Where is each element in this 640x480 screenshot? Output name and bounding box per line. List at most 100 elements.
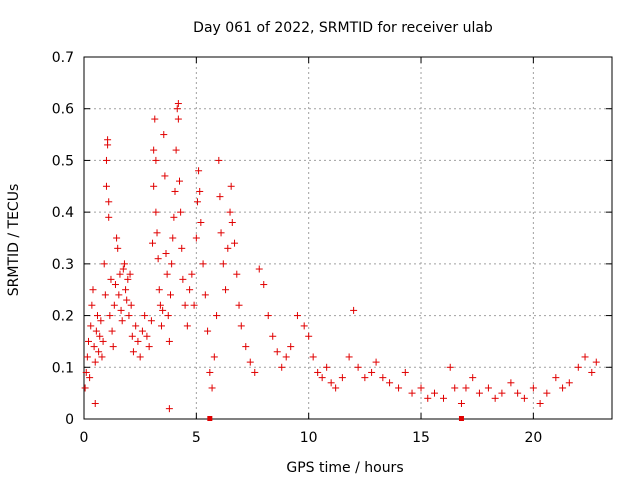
data-point <box>314 368 322 376</box>
data-point <box>169 234 177 242</box>
data-point <box>151 115 159 123</box>
data-point <box>475 389 483 397</box>
data-point <box>424 394 432 402</box>
data-point <box>484 384 492 392</box>
data-point <box>124 275 132 283</box>
data-point <box>156 301 164 309</box>
data-point <box>153 229 161 237</box>
data-point <box>559 384 567 392</box>
data-point <box>201 291 209 299</box>
data-point <box>119 265 127 273</box>
data-point <box>260 281 268 289</box>
data-point <box>264 312 272 320</box>
data-point <box>175 177 183 185</box>
data-point <box>192 234 200 242</box>
x-tick-label: 15 <box>412 430 430 446</box>
data-point <box>197 218 205 226</box>
data-point <box>106 312 114 320</box>
data-point <box>183 322 191 330</box>
data-point <box>173 105 181 113</box>
data-point <box>235 301 243 309</box>
x-axis-label: GPS time / hours <box>286 460 403 476</box>
data-point <box>507 379 515 387</box>
data-point <box>574 363 582 371</box>
data-point <box>96 332 104 340</box>
data-point <box>536 399 544 407</box>
data-point <box>178 244 186 252</box>
data-point <box>141 312 149 320</box>
data-point <box>172 146 180 154</box>
data-point <box>338 374 346 382</box>
data-point <box>177 208 185 216</box>
data-point <box>354 363 362 371</box>
data-point <box>581 353 589 361</box>
data-point <box>217 229 225 237</box>
data-point <box>152 156 160 164</box>
data-point <box>83 353 91 361</box>
data-point <box>105 213 113 221</box>
grid-layer <box>84 57 612 419</box>
y-tick-label: 0.6 <box>52 102 74 118</box>
data-point <box>111 281 119 289</box>
zero-marker <box>458 416 464 421</box>
data-point <box>273 348 281 356</box>
data-point <box>565 379 573 387</box>
data-point <box>246 358 254 366</box>
data-point <box>242 343 250 351</box>
data-point <box>462 384 470 392</box>
data-point <box>251 368 259 376</box>
x-tick-label: 20 <box>524 430 542 446</box>
data-point <box>118 317 126 325</box>
data-point <box>110 301 118 309</box>
data-point <box>105 198 113 206</box>
data-point <box>91 399 99 407</box>
data-point <box>98 353 106 361</box>
data-point <box>186 286 194 294</box>
data-point <box>520 394 528 402</box>
data-point <box>552 374 560 382</box>
y-tick-label: 0 <box>65 412 74 428</box>
data-point <box>82 368 90 376</box>
data-point <box>89 286 97 294</box>
data-point <box>92 327 100 335</box>
data-point <box>361 374 369 382</box>
data-point <box>446 363 454 371</box>
plot-area-border <box>83 56 613 420</box>
data-point <box>81 384 89 392</box>
data-point <box>152 208 160 216</box>
data-point <box>113 234 121 242</box>
data-point <box>154 255 162 263</box>
data-point <box>117 306 125 314</box>
data-point <box>162 250 170 258</box>
data-point <box>145 343 153 351</box>
data-point <box>161 172 169 180</box>
data-point <box>159 306 167 314</box>
data-point <box>222 286 230 294</box>
data-point <box>193 198 201 206</box>
y-tick-label: 0.2 <box>52 309 74 325</box>
data-point <box>199 260 207 268</box>
data-point <box>114 244 122 252</box>
chart-title: Day 061 of 2022, SRMTID for receiver ula… <box>193 20 493 36</box>
data-point <box>226 208 234 216</box>
data-point <box>498 389 506 397</box>
data-point <box>529 384 537 392</box>
data-point <box>147 317 155 325</box>
data-point <box>120 260 128 268</box>
data-point <box>104 141 112 149</box>
data-point <box>84 337 92 345</box>
data-point <box>491 394 499 402</box>
data-point <box>90 343 98 351</box>
data-point <box>206 368 214 376</box>
data-point <box>213 312 221 320</box>
zero-marker <box>207 416 213 421</box>
data-point <box>150 182 158 190</box>
data-point <box>167 291 175 299</box>
data-point <box>196 187 204 195</box>
y-tick-label: 0.1 <box>52 360 74 376</box>
y-tick-label: 0.5 <box>52 153 74 169</box>
data-point <box>155 286 163 294</box>
data-point <box>127 301 135 309</box>
data-point <box>188 270 196 278</box>
